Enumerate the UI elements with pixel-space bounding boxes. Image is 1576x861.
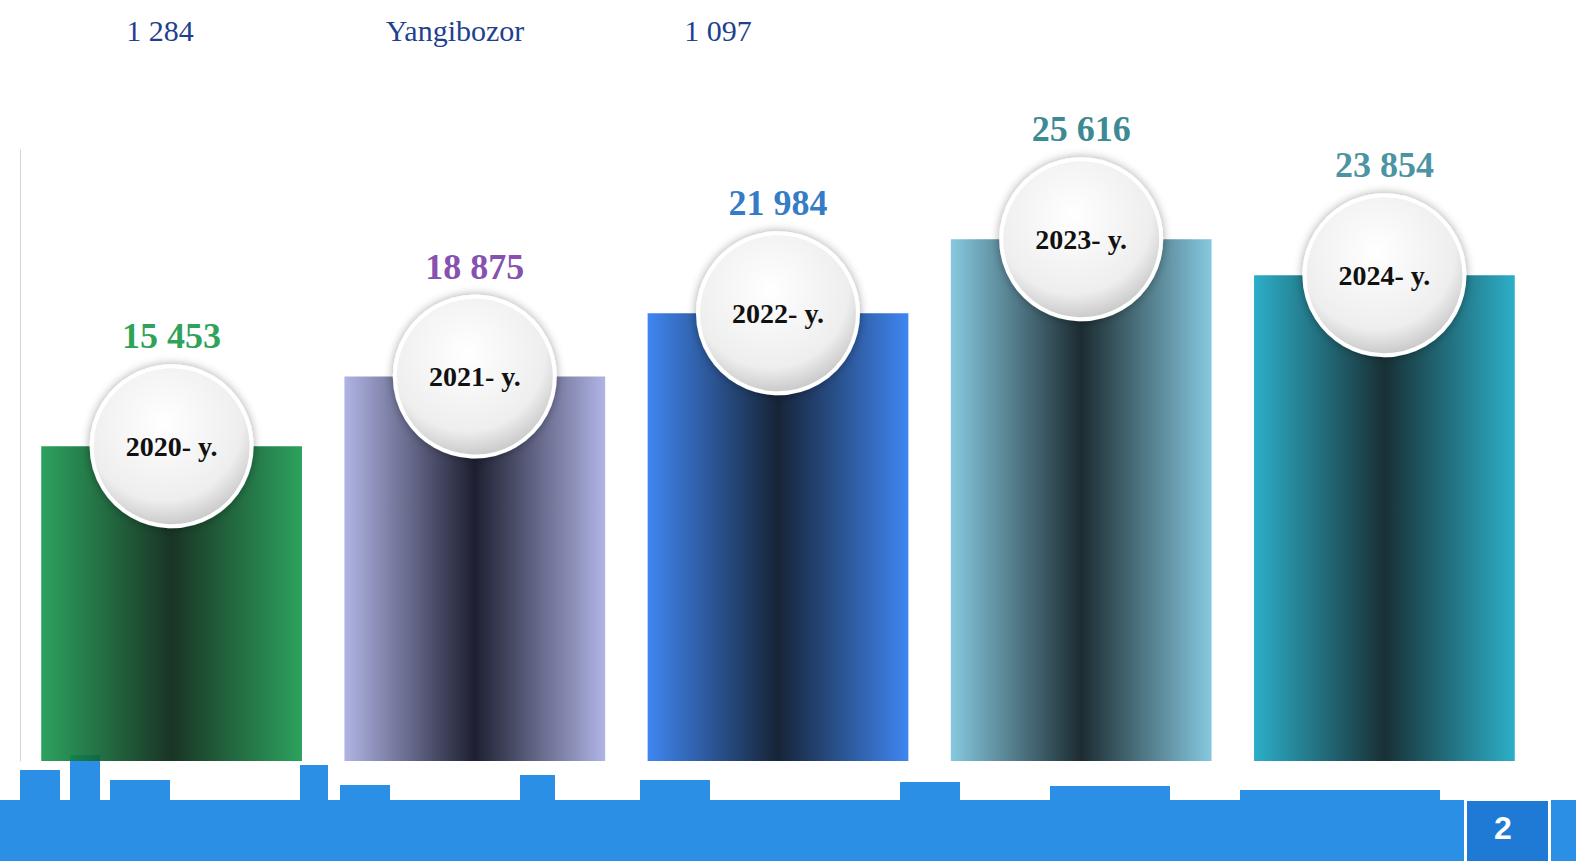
svg-text:1 097: 1 097 <box>684 14 752 47</box>
svg-text:2023- y.: 2023- y. <box>1035 224 1127 255</box>
svg-text:1 284: 1 284 <box>126 14 194 47</box>
svg-text:21 984: 21 984 <box>729 183 828 223</box>
svg-text:2: 2 <box>1494 810 1512 846</box>
svg-text:2020- y.: 2020- y. <box>126 431 218 462</box>
svg-text:2022- y.: 2022- y. <box>732 298 824 329</box>
svg-text:25 616: 25 616 <box>1032 109 1131 149</box>
svg-text:15 453: 15 453 <box>122 316 221 356</box>
svg-text:Yangibozor: Yangibozor <box>386 14 525 47</box>
svg-text:2024- y.: 2024- y. <box>1339 260 1431 291</box>
svg-text:23 854: 23 854 <box>1335 145 1434 185</box>
svg-text:18 875: 18 875 <box>425 247 524 287</box>
svg-text:2021- y.: 2021- y. <box>429 361 521 392</box>
